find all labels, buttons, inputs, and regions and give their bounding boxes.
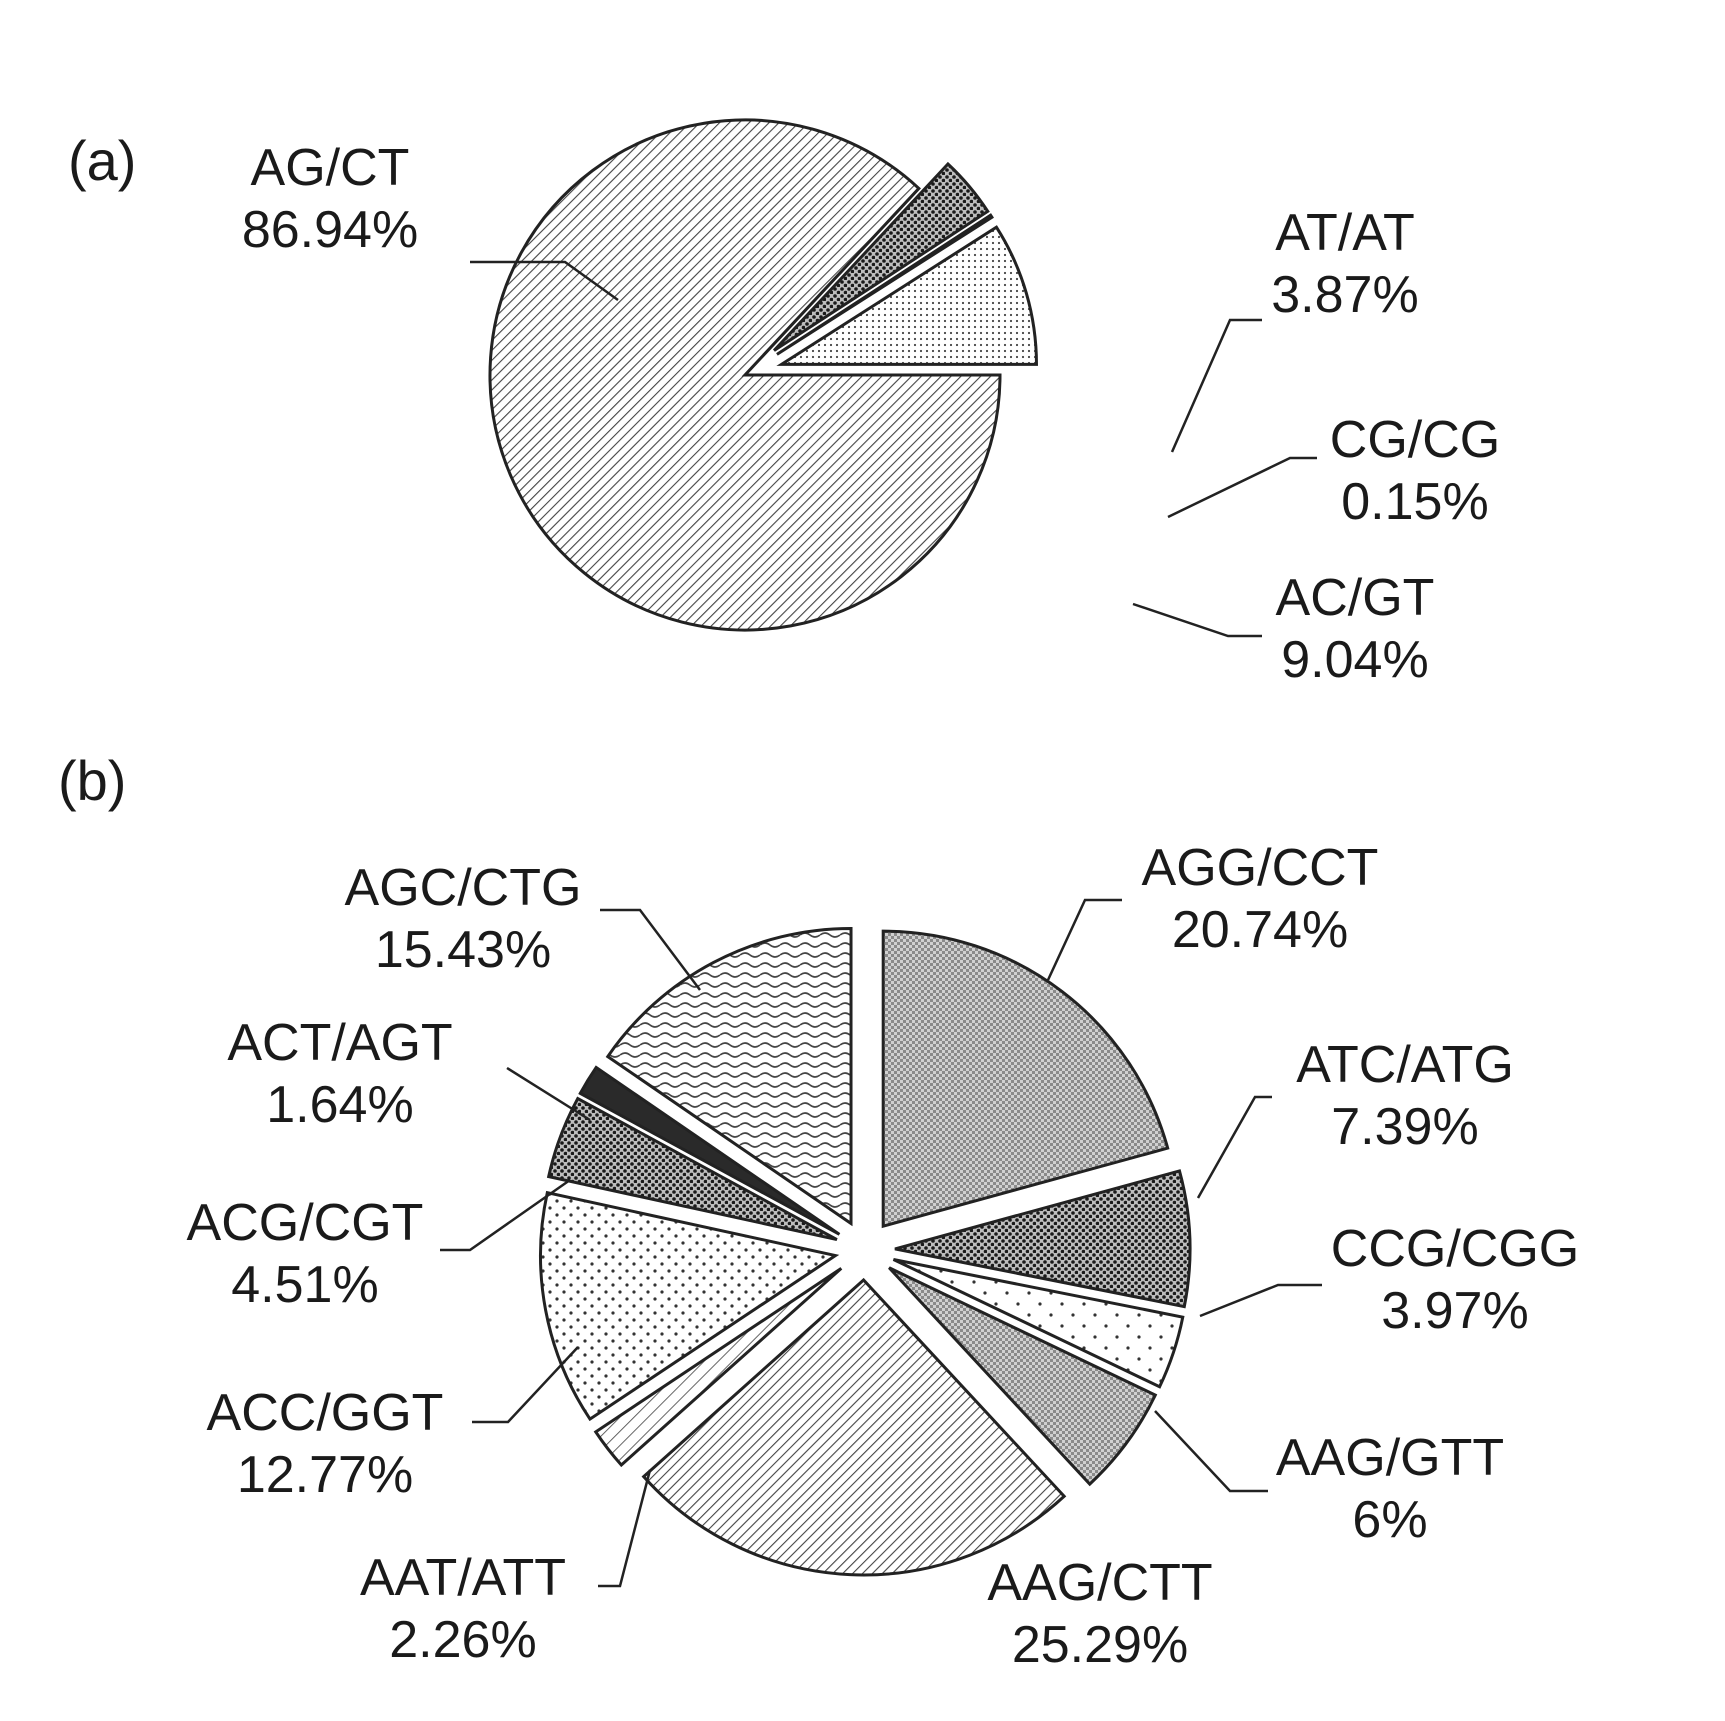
- slice-label-ag-ct: AG/CT: [251, 139, 410, 197]
- leader-line-at-at: [1170, 318, 1262, 453]
- slice-percent-ag-ct: 86.94%: [242, 201, 418, 259]
- leader-line-acg-cgt: [440, 1178, 571, 1252]
- slice-label-cg-cg: CG/CG: [1330, 411, 1500, 469]
- leader-line-aat-att: [598, 1469, 652, 1588]
- slice-percent-at-at: 3.87%: [1271, 266, 1418, 324]
- slice-label-aag-gtt: AAG/GTT: [1276, 1429, 1504, 1487]
- pie-slice-aag-gtt: [888, 1266, 1158, 1487]
- panel-label-a: (a): [68, 129, 136, 192]
- slices-panel-b: [539, 926, 1192, 1577]
- pie-slice-act-agt: [578, 1065, 841, 1236]
- slices-panel-a: [488, 118, 1038, 632]
- leader-line-ac-gt: [1132, 602, 1262, 638]
- leader-line-cg-cg: [1167, 456, 1317, 519]
- panel-label-b: (b): [58, 749, 126, 812]
- leader-line-aag-gtt: [1154, 1410, 1268, 1493]
- slice-label-acc-ggt: ACC/GGT: [207, 1384, 444, 1442]
- slice-percent-ccg-cgg: 3.97%: [1381, 1282, 1528, 1340]
- pie-slice-acc-ggt: [539, 1190, 840, 1422]
- leader-line-ag-ct: [470, 260, 619, 302]
- slice-percent-agg-cct: 20.74%: [1172, 901, 1348, 959]
- slice-label-agg-cct: AGG/CCT: [1142, 839, 1379, 897]
- slice-percent-aag-ctt: 25.29%: [1012, 1616, 1188, 1674]
- pie-slice-acg-cgt: [546, 1096, 838, 1241]
- leader-line-atc-atg: [1196, 1095, 1272, 1199]
- leader-line-acc-ggt: [472, 1346, 579, 1424]
- pie-slice-agc-ctg: [605, 926, 853, 1227]
- slice-label-aag-ctt: AAG/CTT: [987, 1554, 1212, 1612]
- pie-slice-atc-atg: [894, 1169, 1192, 1309]
- slice-label-at-at: AT/AT: [1275, 204, 1415, 262]
- slice-percent-atc-atg: 7.39%: [1331, 1098, 1478, 1156]
- pie-slice-aat-att: [593, 1267, 843, 1468]
- slice-percent-aag-gtt: 6%: [1352, 1491, 1427, 1549]
- slice-label-act-agt: ACT/AGT: [227, 1014, 452, 1072]
- slice-label-aat-att: AAT/ATT: [360, 1549, 566, 1607]
- slice-label-agc-ctg: AGC/CTG: [345, 859, 582, 917]
- slice-percent-agc-ctg: 15.43%: [375, 921, 551, 979]
- pie-slice-ag-ct: [488, 118, 1002, 632]
- pie-slice-at-at: [772, 161, 990, 352]
- leader-line-act-agt: [506, 1066, 591, 1122]
- slice-percent-aat-att: 2.26%: [389, 1611, 536, 1669]
- slice-label-atc-atg: ATC/ATG: [1296, 1036, 1514, 1094]
- pie-slice-cg-cg: [776, 213, 994, 356]
- leader-line-ccg-cgg: [1199, 1283, 1322, 1318]
- slice-percent-cg-cg: 0.15%: [1341, 473, 1488, 531]
- slice-percent-act-agt: 1.64%: [266, 1076, 413, 1134]
- pie-slice-agg-cct: [881, 929, 1170, 1229]
- slice-percent-acc-ggt: 12.77%: [237, 1446, 413, 1504]
- slice-label-ccg-cgg: CCG/CGG: [1331, 1220, 1579, 1278]
- pie-slice-aag-ctt: [641, 1277, 1067, 1577]
- pie-slice-ac-gt: [776, 225, 1038, 366]
- pie-slice-ccg-cgg: [892, 1258, 1185, 1389]
- leader-line-agg-cct: [1046, 898, 1122, 981]
- leader-line-agc-ctg: [600, 908, 701, 991]
- slice-percent-ac-gt: 9.04%: [1281, 631, 1428, 689]
- slice-label-ac-gt: AC/GT: [1276, 569, 1435, 627]
- slice-label-acg-cgt: ACG/CGT: [187, 1194, 424, 1252]
- slice-percent-acg-cgt: 4.51%: [231, 1256, 378, 1314]
